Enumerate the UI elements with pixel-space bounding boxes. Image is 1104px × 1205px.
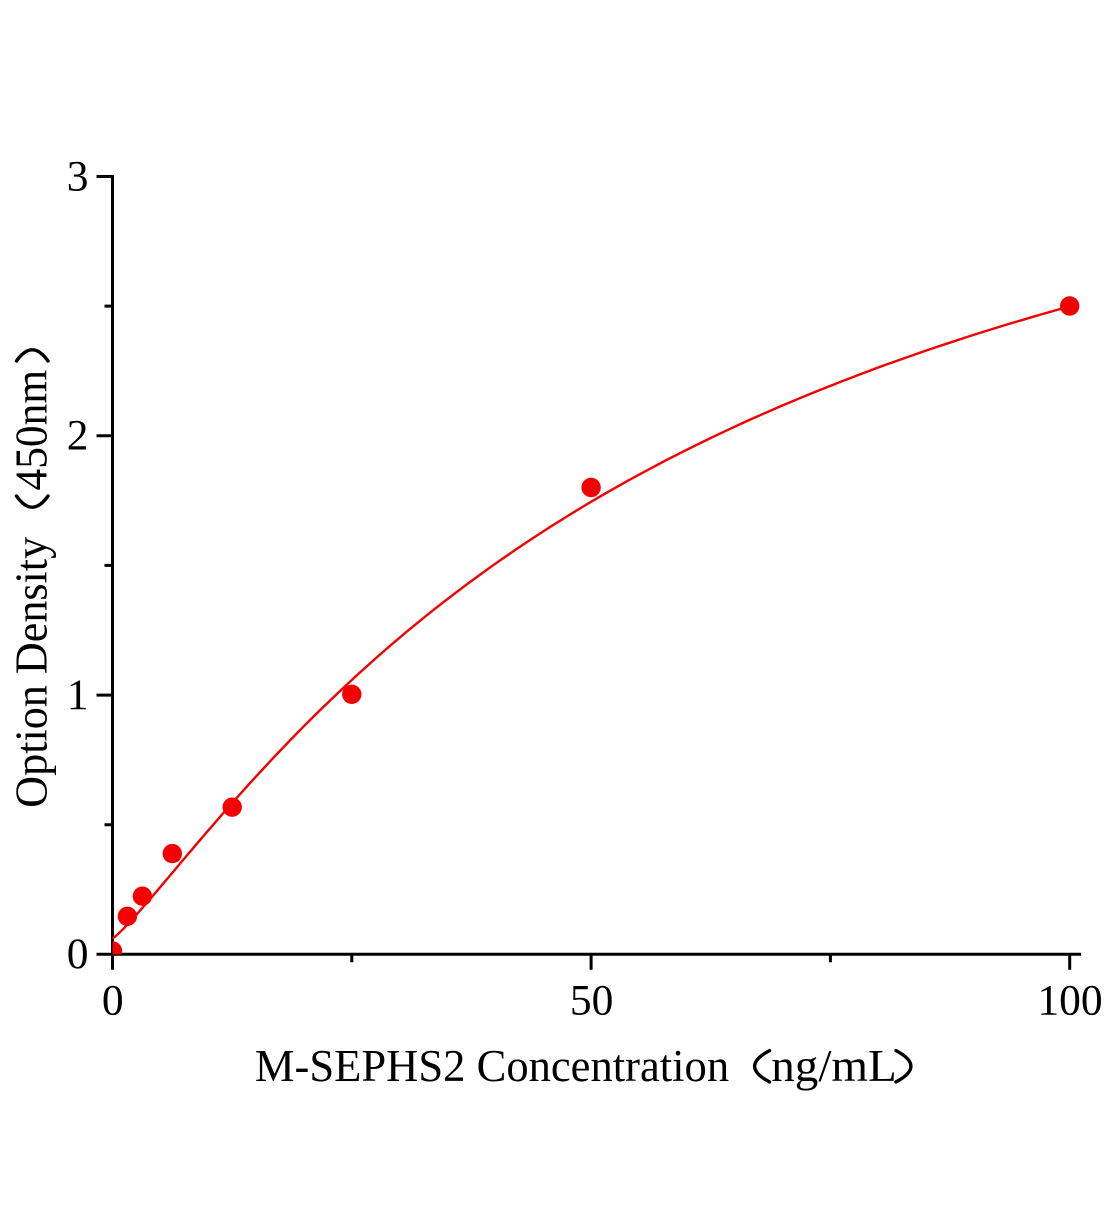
svg-text:2: 2 — [67, 412, 89, 460]
svg-text:Option Density: Option Density — [6, 536, 57, 807]
svg-text:ng/mL: ng/mL — [771, 1042, 897, 1092]
svg-text:100: 100 — [1037, 976, 1102, 1024]
svg-text:3: 3 — [67, 152, 89, 200]
svg-text:1: 1 — [67, 671, 89, 719]
svg-text:50: 50 — [570, 976, 614, 1024]
svg-text:M-SEPHS2 Concentration: M-SEPHS2 Concentration — [255, 1041, 729, 1092]
svg-text:0: 0 — [102, 976, 124, 1024]
svg-text:0: 0 — [67, 930, 89, 978]
svg-text:450nm: 450nm — [6, 370, 57, 491]
